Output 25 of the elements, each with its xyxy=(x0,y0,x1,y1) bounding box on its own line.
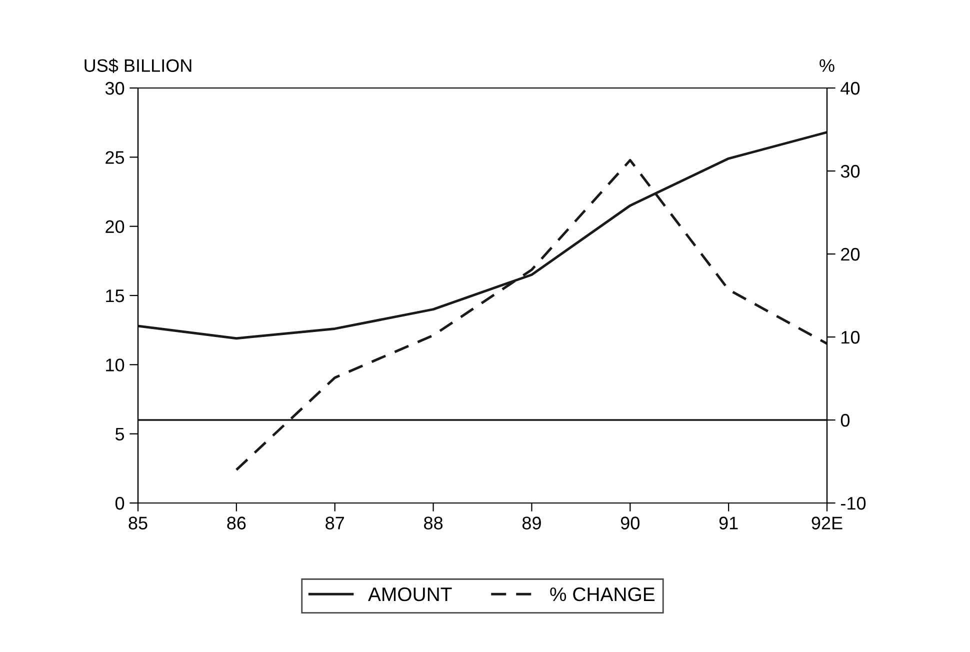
x-tick-label: 92E xyxy=(812,516,842,530)
y2-axis-title: % xyxy=(820,59,834,72)
y-tick-label: 25 xyxy=(106,151,124,164)
legend-label: AMOUNT xyxy=(368,587,452,602)
y2-tick-label: 10 xyxy=(842,330,860,344)
y-tick-label: 5 xyxy=(115,428,124,441)
x-tick-label: 88 xyxy=(424,516,443,530)
y2-tick-label: -10 xyxy=(840,496,866,510)
y-tick-label: 15 xyxy=(106,290,124,302)
y2-tick-label: 40 xyxy=(840,82,860,95)
x-tick-label: 89 xyxy=(522,516,541,530)
y-tick-label: 30 xyxy=(105,82,124,95)
x-tick-label: 91 xyxy=(719,516,738,530)
x-tick-label: 86 xyxy=(227,516,246,530)
x-tick-label: 87 xyxy=(326,516,344,530)
y2-tick-label: 30 xyxy=(840,164,860,178)
legend-label: % CHANGE xyxy=(550,587,655,602)
y-tick-label: 0 xyxy=(115,496,124,510)
y-tick-label: 10 xyxy=(106,358,124,372)
x-tick-label: 90 xyxy=(620,516,640,530)
y2-tick-label: 20 xyxy=(841,248,860,261)
y-axis-title: US$ BILLION xyxy=(84,58,192,74)
y-tick-label: 20 xyxy=(106,220,124,234)
y2-tick-label: 0 xyxy=(840,414,850,427)
x-tick-label: 85 xyxy=(128,516,148,530)
